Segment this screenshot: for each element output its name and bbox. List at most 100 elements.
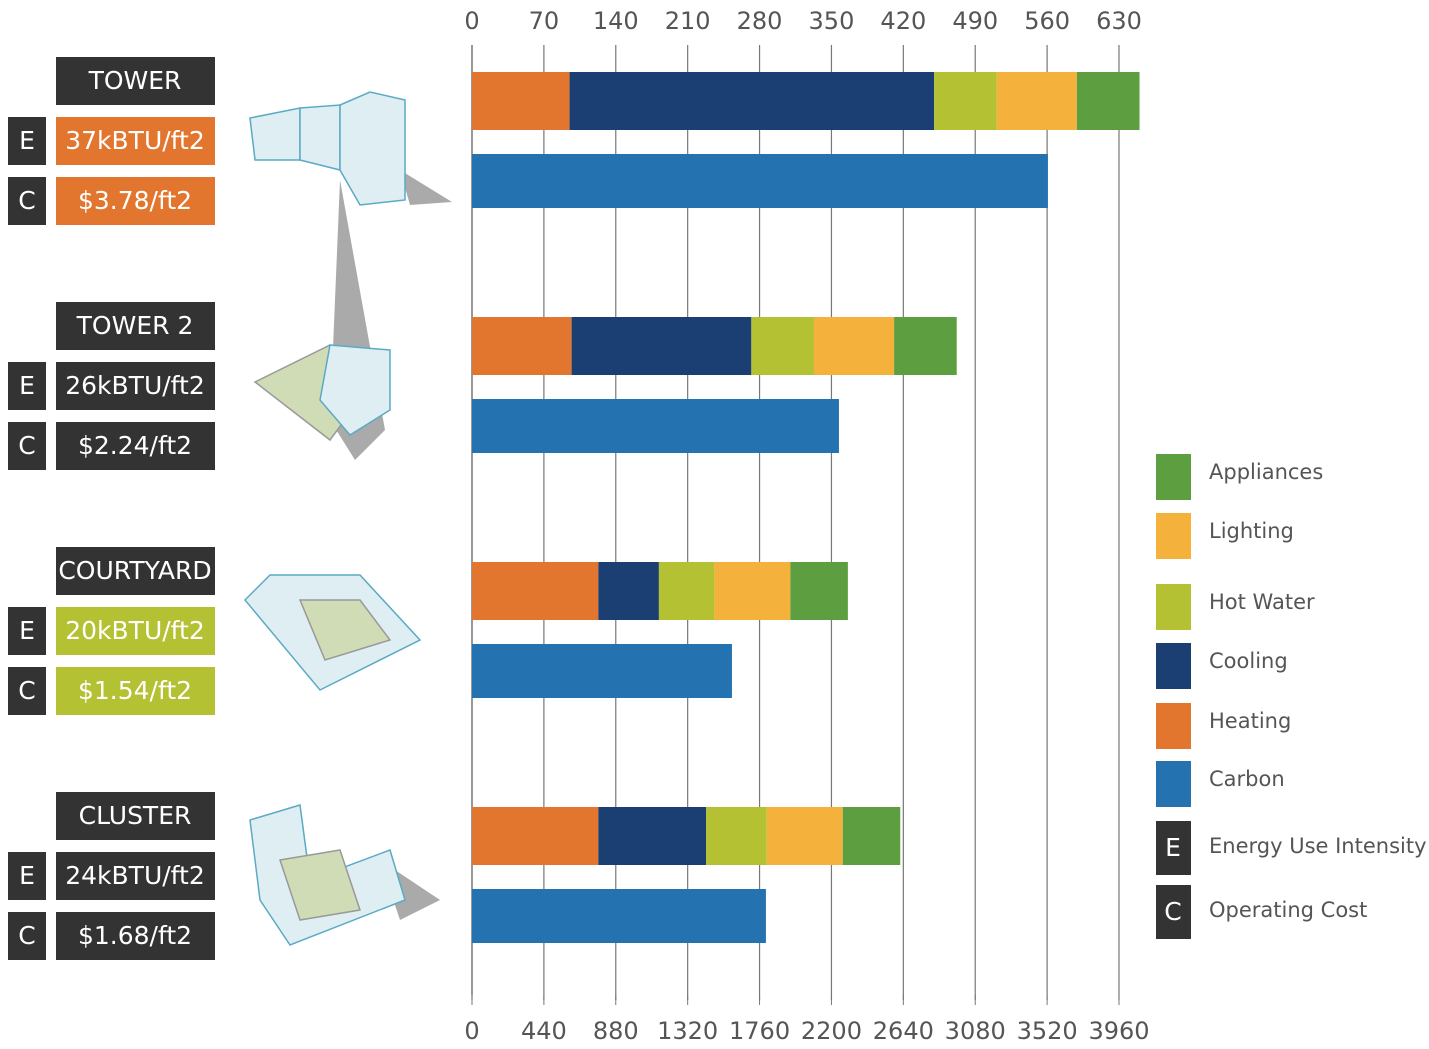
bar-segment (472, 807, 599, 865)
bar-segment (598, 562, 659, 620)
legend-label: Lighting (1209, 519, 1294, 543)
value-label: 37kBTU/ft2 (65, 126, 205, 155)
symbol-box (8, 362, 46, 410)
top-tick-label: 70 (529, 7, 560, 35)
building-illustration (243, 91, 452, 946)
value-label: $3.78/ft2 (78, 186, 192, 215)
symbol-box (8, 422, 46, 470)
bottom-tick-label: 0 (464, 1017, 479, 1045)
value-box (56, 667, 215, 715)
value-box (56, 607, 215, 655)
bar-segment (766, 807, 843, 865)
bar-segment (714, 562, 791, 620)
bar-segment (569, 72, 935, 130)
bar-segment (894, 317, 957, 375)
category-label: TOWER (88, 66, 182, 95)
bar-segment (598, 807, 707, 865)
value-label: $1.68/ft2 (78, 921, 192, 950)
value-box (56, 117, 215, 165)
legend-symbol: C (1164, 897, 1181, 926)
top-tick-label: 140 (593, 7, 639, 35)
bottom-tick-label: 2200 (801, 1017, 862, 1045)
value-label: 20kBTU/ft2 (65, 616, 205, 645)
legend-label: Heating (1209, 709, 1291, 733)
bottom-tick-label: 3520 (1017, 1017, 1078, 1045)
name-box (56, 57, 215, 105)
legend-label: Cooling (1209, 649, 1288, 673)
symbol-box (8, 667, 46, 715)
value-box (56, 912, 215, 960)
carbon-bar (472, 399, 839, 453)
name-box (56, 547, 215, 595)
legend-symbol: E (1165, 833, 1181, 862)
symbol-label: E (19, 616, 35, 645)
symbol-label: E (19, 861, 35, 890)
symbol-label: E (19, 371, 35, 400)
top-tick-label: 0 (464, 7, 479, 35)
top-tick-label: 630 (1096, 7, 1142, 35)
legend-label: Appliances (1209, 460, 1323, 484)
top-tick-label: 350 (809, 7, 855, 35)
symbol-label: C (18, 186, 35, 215)
top-tick-label: 210 (665, 7, 711, 35)
value-label: $1.54/ft2 (78, 676, 192, 705)
top-tick-label: 490 (952, 7, 998, 35)
bar-segment (706, 807, 767, 865)
symbol-label: E (19, 126, 35, 155)
symbol-box (8, 117, 46, 165)
symbol-box (8, 852, 46, 900)
bottom-tick-label: 3080 (945, 1017, 1006, 1045)
value-box (56, 852, 215, 900)
bar-segment (472, 562, 599, 620)
legend-swatch (1156, 584, 1191, 630)
bar-segment (813, 317, 895, 375)
symbol-label: C (18, 921, 35, 950)
value-label: 26kBTU/ft2 (65, 371, 205, 400)
symbol-box (8, 607, 46, 655)
name-box (56, 792, 215, 840)
value-box (56, 362, 215, 410)
legend-swatch (1156, 761, 1191, 807)
bottom-tick-label: 440 (521, 1017, 567, 1045)
value-box (56, 422, 215, 470)
value-box (56, 177, 215, 225)
category-label: COURTYARD (58, 556, 211, 585)
carbon-bar (472, 889, 766, 943)
legend-swatch (1156, 703, 1191, 749)
bar-segment (1076, 72, 1140, 130)
legend-swatch (1156, 885, 1191, 939)
symbol-label: C (18, 431, 35, 460)
legend-label: Operating Cost (1209, 898, 1367, 922)
bar-segment (934, 72, 997, 130)
symbol-box (8, 912, 46, 960)
legend-label: Hot Water (1209, 590, 1315, 614)
category-label: CLUSTER (79, 801, 192, 830)
value-label: $2.24/ft2 (78, 431, 192, 460)
bar-segment (571, 317, 752, 375)
bottom-tick-label: 1320 (657, 1017, 718, 1045)
bottom-tick-label: 1760 (729, 1017, 790, 1045)
legend-swatch (1156, 643, 1191, 689)
legend-label: Energy Use Intensity (1209, 834, 1427, 858)
bar-segment (472, 72, 570, 130)
bar-segment (790, 562, 848, 620)
bar-segment (751, 317, 814, 375)
bottom-tick-label: 3960 (1088, 1017, 1149, 1045)
legend-swatch (1156, 821, 1191, 875)
bar-segment (996, 72, 1077, 130)
carbon-bar (472, 154, 1048, 208)
name-box (56, 302, 215, 350)
bottom-tick-label: 2640 (873, 1017, 934, 1045)
category-label: TOWER 2 (76, 311, 194, 340)
carbon-bar (472, 644, 732, 698)
legend-label: Carbon (1209, 767, 1285, 791)
symbol-box (8, 177, 46, 225)
symbol-label: C (18, 676, 35, 705)
value-label: 24kBTU/ft2 (65, 861, 205, 890)
bottom-tick-label: 880 (593, 1017, 639, 1045)
bar-segment (472, 317, 572, 375)
legend-swatch (1156, 513, 1191, 559)
top-tick-label: 280 (737, 7, 783, 35)
legend-swatch (1156, 454, 1191, 500)
